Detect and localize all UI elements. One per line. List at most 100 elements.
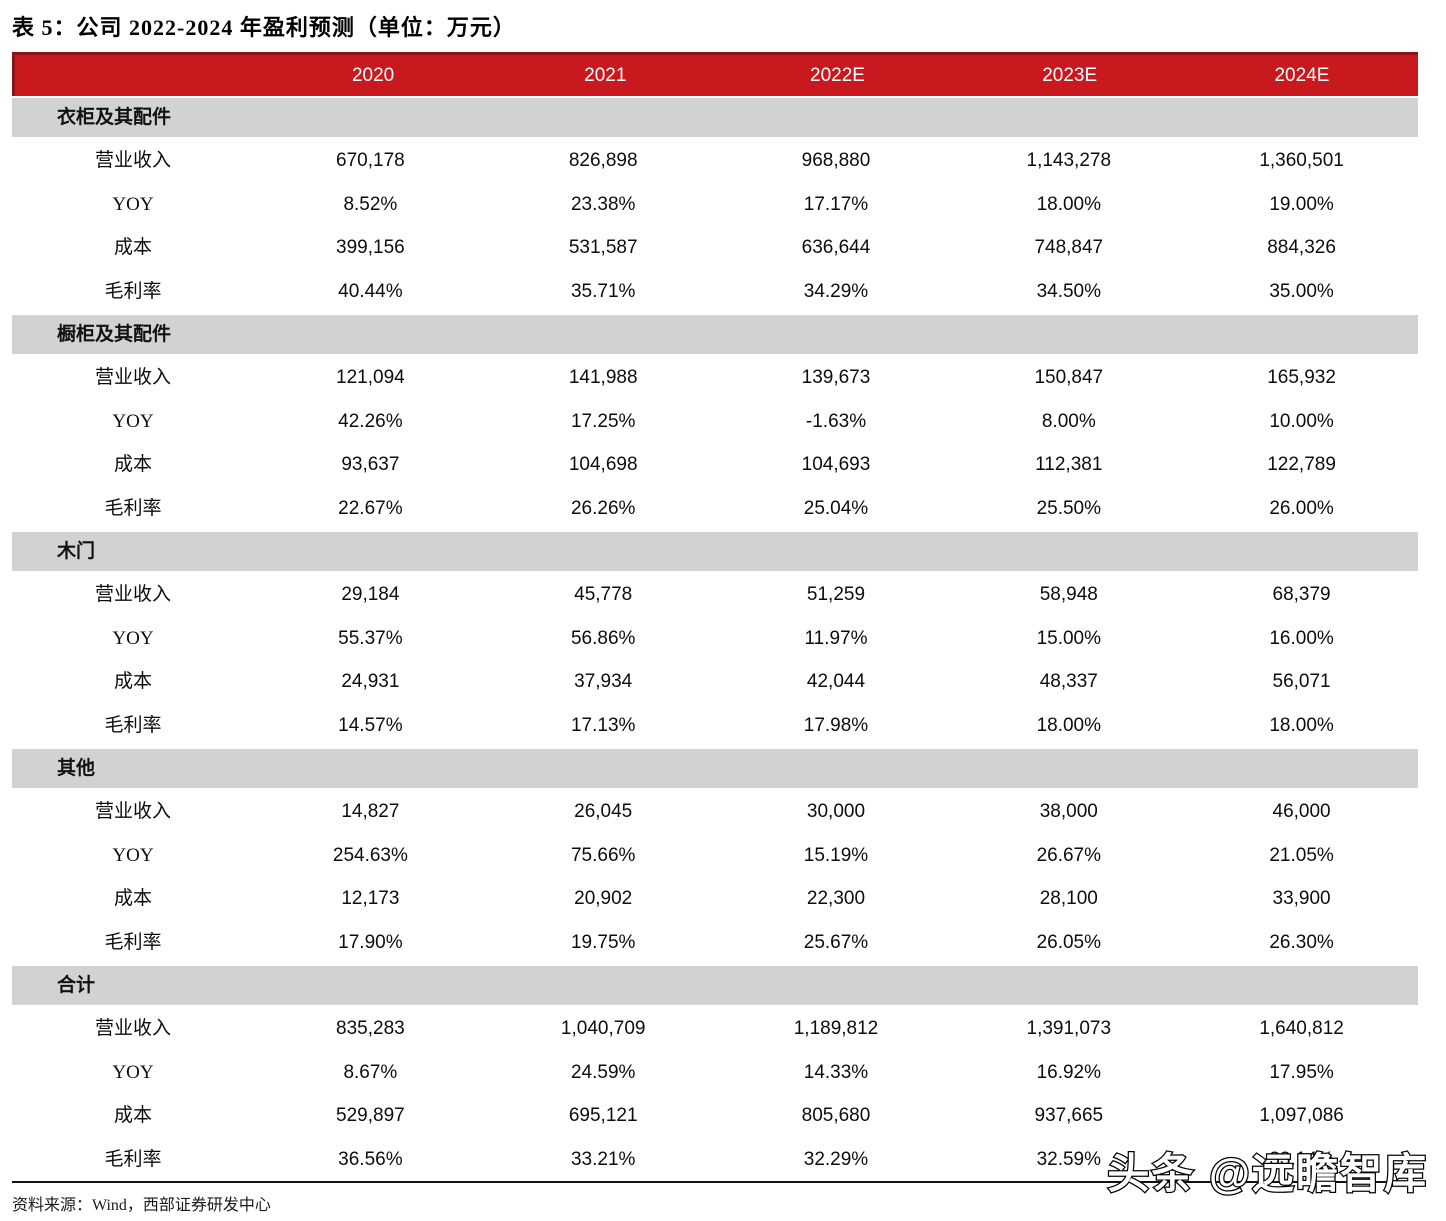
value-cell: 15.19%	[803, 844, 869, 866]
value-cell: 11.97%	[804, 627, 868, 649]
value-cell: 35.71%	[570, 280, 636, 302]
value-cell: 18.00%	[1036, 714, 1102, 736]
value-cell: 695,121	[568, 1105, 638, 1126]
table-row: YOY 55.37% 56.86% 11.97% 15.00% 16.00%	[12, 616, 1418, 660]
value-cell: 17.90%	[338, 931, 403, 953]
value-cell: 24,931	[341, 671, 400, 692]
value-cell: 17.95%	[1269, 1061, 1334, 1083]
table-row: 营业收入 29,184 45,778 51,259 58,948 68,379	[12, 573, 1418, 617]
row-label: 成本	[113, 454, 152, 475]
table-row: 营业收入 14,827 26,045 30,000 38,000 46,000	[12, 790, 1418, 834]
table-row: 成本 12,173 20,902 22,300 28,100 33,900	[12, 877, 1418, 921]
value-cell: 1,391,073	[1026, 1018, 1112, 1039]
table-row: 毛利率 36.56% 33.21% 32.29% 32.59% 33.14%	[12, 1137, 1418, 1181]
value-cell: 33,900	[1272, 888, 1331, 909]
value-cell: 28,100	[1039, 888, 1098, 909]
value-cell: 14.33%	[803, 1061, 869, 1083]
row-label: 毛利率	[104, 497, 162, 519]
value-cell: 1,189,812	[793, 1018, 879, 1039]
row-label: YOY	[112, 844, 154, 866]
value-cell: 38,000	[1039, 801, 1098, 822]
value-cell: 34.29%	[803, 280, 869, 302]
value-cell: 17.98%	[803, 714, 869, 736]
row-label: 成本	[113, 671, 152, 692]
value-cell: 37,934	[574, 671, 633, 692]
row-label: 毛利率	[104, 280, 162, 302]
value-cell: 122,789	[1267, 454, 1336, 475]
table-bottom-border	[12, 1181, 1418, 1183]
table-row: 毛利率 40.44% 35.71% 34.29% 34.50% 35.00%	[12, 269, 1418, 313]
value-cell: 139,673	[801, 367, 871, 388]
watermark: 头条 @远瞻智库	[1106, 1149, 1428, 1199]
section-header: 橱柜及其配件	[12, 315, 1418, 354]
row-label: 毛利率	[104, 931, 162, 953]
value-cell: 399,156	[336, 237, 405, 258]
header-empty-cell	[15, 55, 257, 96]
table-header-row: 2020 2021 2022E 2023E 2024E	[12, 52, 1418, 96]
value-cell: 16.00%	[1269, 627, 1334, 649]
value-cell: 32.59%	[1036, 1148, 1102, 1170]
table-title: 表 5：公司 2022-2024 年盈利预测（单位：万元）	[12, 15, 516, 40]
year-column-header: 2020	[351, 65, 395, 86]
value-cell: 121,094	[336, 367, 405, 388]
value-cell: 14.57%	[338, 714, 403, 736]
value-cell: 748,847	[1034, 237, 1104, 258]
value-cell: 968,880	[801, 150, 871, 171]
source-note: 资料来源：Wind，西部证券研发中心	[12, 1197, 271, 1214]
row-label: YOY	[112, 410, 154, 432]
value-cell: 17.25%	[570, 410, 636, 432]
value-cell: 35.00%	[1269, 280, 1334, 302]
value-cell: 46,000	[1272, 801, 1331, 822]
value-cell: 531,587	[568, 237, 638, 258]
value-cell: 26.67%	[1036, 844, 1102, 866]
value-cell: 1,040,709	[560, 1018, 646, 1039]
value-cell: 17.17%	[803, 193, 869, 215]
value-cell: 884,326	[1267, 237, 1336, 258]
value-cell: 165,932	[1267, 367, 1336, 388]
value-cell: 17.13%	[570, 714, 636, 736]
value-cell: 26.26%	[570, 497, 636, 519]
value-cell: 1,360,501	[1259, 150, 1344, 171]
table-row: 营业收入 121,094 141,988 139,673 150,847 165,932	[12, 356, 1418, 400]
value-cell: 42,044	[806, 671, 866, 692]
value-cell: 112,381	[1035, 454, 1103, 475]
value-cell: 25.50%	[1036, 497, 1102, 519]
year-column-header: 2022E	[810, 65, 865, 86]
value-cell: 937,665	[1034, 1105, 1104, 1126]
value-cell: -1.63%	[805, 410, 867, 432]
value-cell: 19.00%	[1269, 193, 1334, 215]
table-row: 成本 93,637 104,698 104,693 112,381 122,789	[12, 443, 1418, 487]
value-cell: 42.26%	[338, 410, 403, 432]
table-row: 营业收入 670,178 826,898 968,880 1,143,278 1,360,…	[12, 139, 1418, 183]
value-cell: 150,847	[1034, 367, 1104, 388]
section-header: 木门	[12, 532, 1418, 571]
value-cell: 21.05%	[1269, 844, 1334, 866]
value-cell: 141,988	[568, 367, 638, 388]
value-cell: 48,337	[1039, 671, 1098, 692]
value-cell: 24.59%	[570, 1061, 636, 1083]
row-label: 营业收入	[94, 801, 171, 822]
row-label: 营业收入	[94, 150, 171, 171]
value-cell: 254.63%	[332, 844, 408, 866]
value-cell: 15.00%	[1036, 627, 1102, 649]
value-cell: 56.86%	[570, 627, 636, 649]
section-header: 衣柜及其配件	[12, 98, 1418, 137]
value-cell: 32.29%	[803, 1148, 869, 1170]
year-column-header: 2024E	[1274, 65, 1330, 86]
row-label: YOY	[112, 193, 154, 215]
value-cell: 8.00%	[1041, 410, 1096, 432]
row-label: YOY	[112, 1061, 154, 1083]
table-row: 成本 24,931 37,934 42,044 48,337 56,071	[12, 660, 1418, 704]
value-cell: 529,897	[336, 1105, 405, 1126]
value-cell: 104,698	[568, 454, 638, 475]
value-cell: 26.00%	[1269, 497, 1334, 519]
value-cell: 16.92%	[1036, 1061, 1102, 1083]
value-cell: 55.37%	[338, 627, 403, 649]
value-cell: 26.05%	[1036, 931, 1102, 953]
value-cell: 22,300	[806, 888, 866, 909]
value-cell: 25.04%	[803, 497, 869, 519]
value-cell: 835,283	[336, 1018, 405, 1039]
value-cell: 20,902	[574, 888, 633, 909]
value-cell: 58,948	[1039, 584, 1098, 605]
table-row: YOY 8.67% 24.59% 14.33% 16.92% 17.95%	[12, 1050, 1418, 1094]
